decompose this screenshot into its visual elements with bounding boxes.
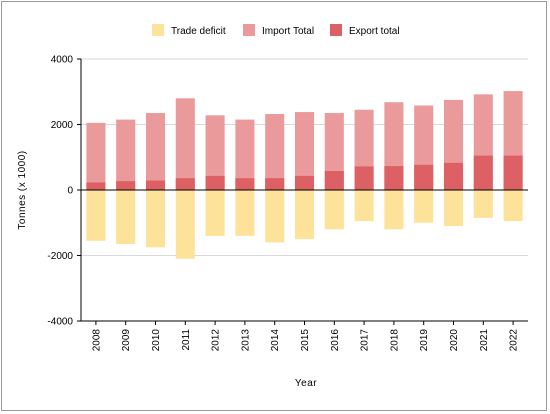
bar-import-total — [235, 119, 255, 190]
legend-swatch — [152, 24, 164, 36]
bar-trade-deficit — [473, 190, 493, 218]
legend-label: Trade deficit — [171, 26, 226, 37]
bar-import-total — [294, 112, 315, 190]
bar-trade-deficit — [294, 190, 315, 240]
legend-label: Export total — [349, 26, 400, 37]
bar-trade-deficit — [265, 190, 285, 243]
x-tick-label: 2022 — [509, 329, 520, 352]
bar-export-total — [354, 166, 374, 190]
bars — [86, 91, 523, 259]
bar-export-total — [265, 178, 285, 190]
bar-export-total — [443, 162, 464, 190]
x-tick-label: 2019 — [419, 329, 430, 352]
bar-trade-deficit — [116, 190, 136, 245]
bar-import-total — [175, 98, 195, 190]
x-tick-label: 2013 — [240, 329, 251, 352]
bar-export-total — [384, 166, 404, 190]
bar-trade-deficit — [384, 190, 404, 230]
x-tick-label: 2014 — [270, 329, 281, 352]
bar-trade-deficit — [324, 190, 344, 230]
bar-trade-deficit — [354, 190, 374, 222]
x-tick-label: 2010 — [151, 329, 162, 352]
legend-swatch — [330, 24, 342, 36]
x-tick-label: 2017 — [360, 329, 371, 352]
x-tick-labels: 2008 2009 2010 2011 2012 2013 2014 2015 2016 2017… — [91, 329, 519, 352]
x-tick-label: 2021 — [479, 329, 490, 352]
y-tick-labels: 4000 2000 0 -2000 -4000 — [47, 55, 73, 328]
bar-export-total — [145, 180, 166, 190]
bar-export-total — [235, 178, 255, 190]
bar-export-total — [503, 155, 523, 190]
y-tick-label: -2000 — [47, 251, 73, 262]
bar-import-total — [205, 115, 225, 190]
y-tick-label: 2000 — [51, 120, 74, 131]
bar-import-total — [324, 113, 344, 190]
y-tick-label: -4000 — [47, 317, 73, 328]
y-tick-label: 4000 — [51, 55, 74, 66]
bar-trade-deficit — [443, 190, 464, 227]
x-tick-label: 2018 — [389, 329, 400, 352]
bar-trade-deficit — [503, 190, 523, 222]
bar-export-total — [86, 182, 106, 190]
bar-export-total — [175, 178, 195, 190]
bar-trade-deficit — [86, 190, 106, 241]
y-axis-label: Tonnes (x 1000) — [17, 150, 28, 229]
bar-import-total — [145, 113, 166, 190]
axes — [77, 58, 528, 325]
bar-trade-deficit — [205, 190, 225, 236]
x-tick-label: 2009 — [121, 329, 132, 352]
bar-export-total — [473, 155, 493, 190]
legend-label: Import Total — [262, 26, 314, 37]
x-tick-label: 2016 — [330, 329, 341, 352]
bar-export-total — [205, 175, 225, 190]
bar-import-total — [86, 122, 106, 190]
bar-trade-deficit — [414, 190, 434, 223]
y-tick-label: 0 — [67, 186, 73, 197]
bar-trade-deficit — [175, 190, 195, 259]
x-tick-label: 2011 — [181, 329, 192, 351]
x-tick-label: 2012 — [211, 329, 222, 352]
legend: Trade deficit Import Total Export total — [152, 24, 400, 37]
bar-export-total — [294, 175, 315, 190]
x-tick-label: 2008 — [91, 329, 102, 352]
bar-trade-deficit — [235, 190, 255, 236]
bar-import-total — [116, 119, 136, 190]
bar-import-total — [265, 114, 285, 190]
x-tick-label: 2020 — [449, 329, 460, 352]
bar-trade-deficit — [145, 190, 166, 248]
x-tick-label: 2015 — [300, 329, 311, 352]
x-axis-label: Year — [295, 378, 317, 389]
bar-export-total — [116, 181, 136, 190]
bar-export-total — [414, 164, 434, 190]
bar-export-total — [324, 171, 344, 190]
legend-swatch — [243, 24, 255, 36]
